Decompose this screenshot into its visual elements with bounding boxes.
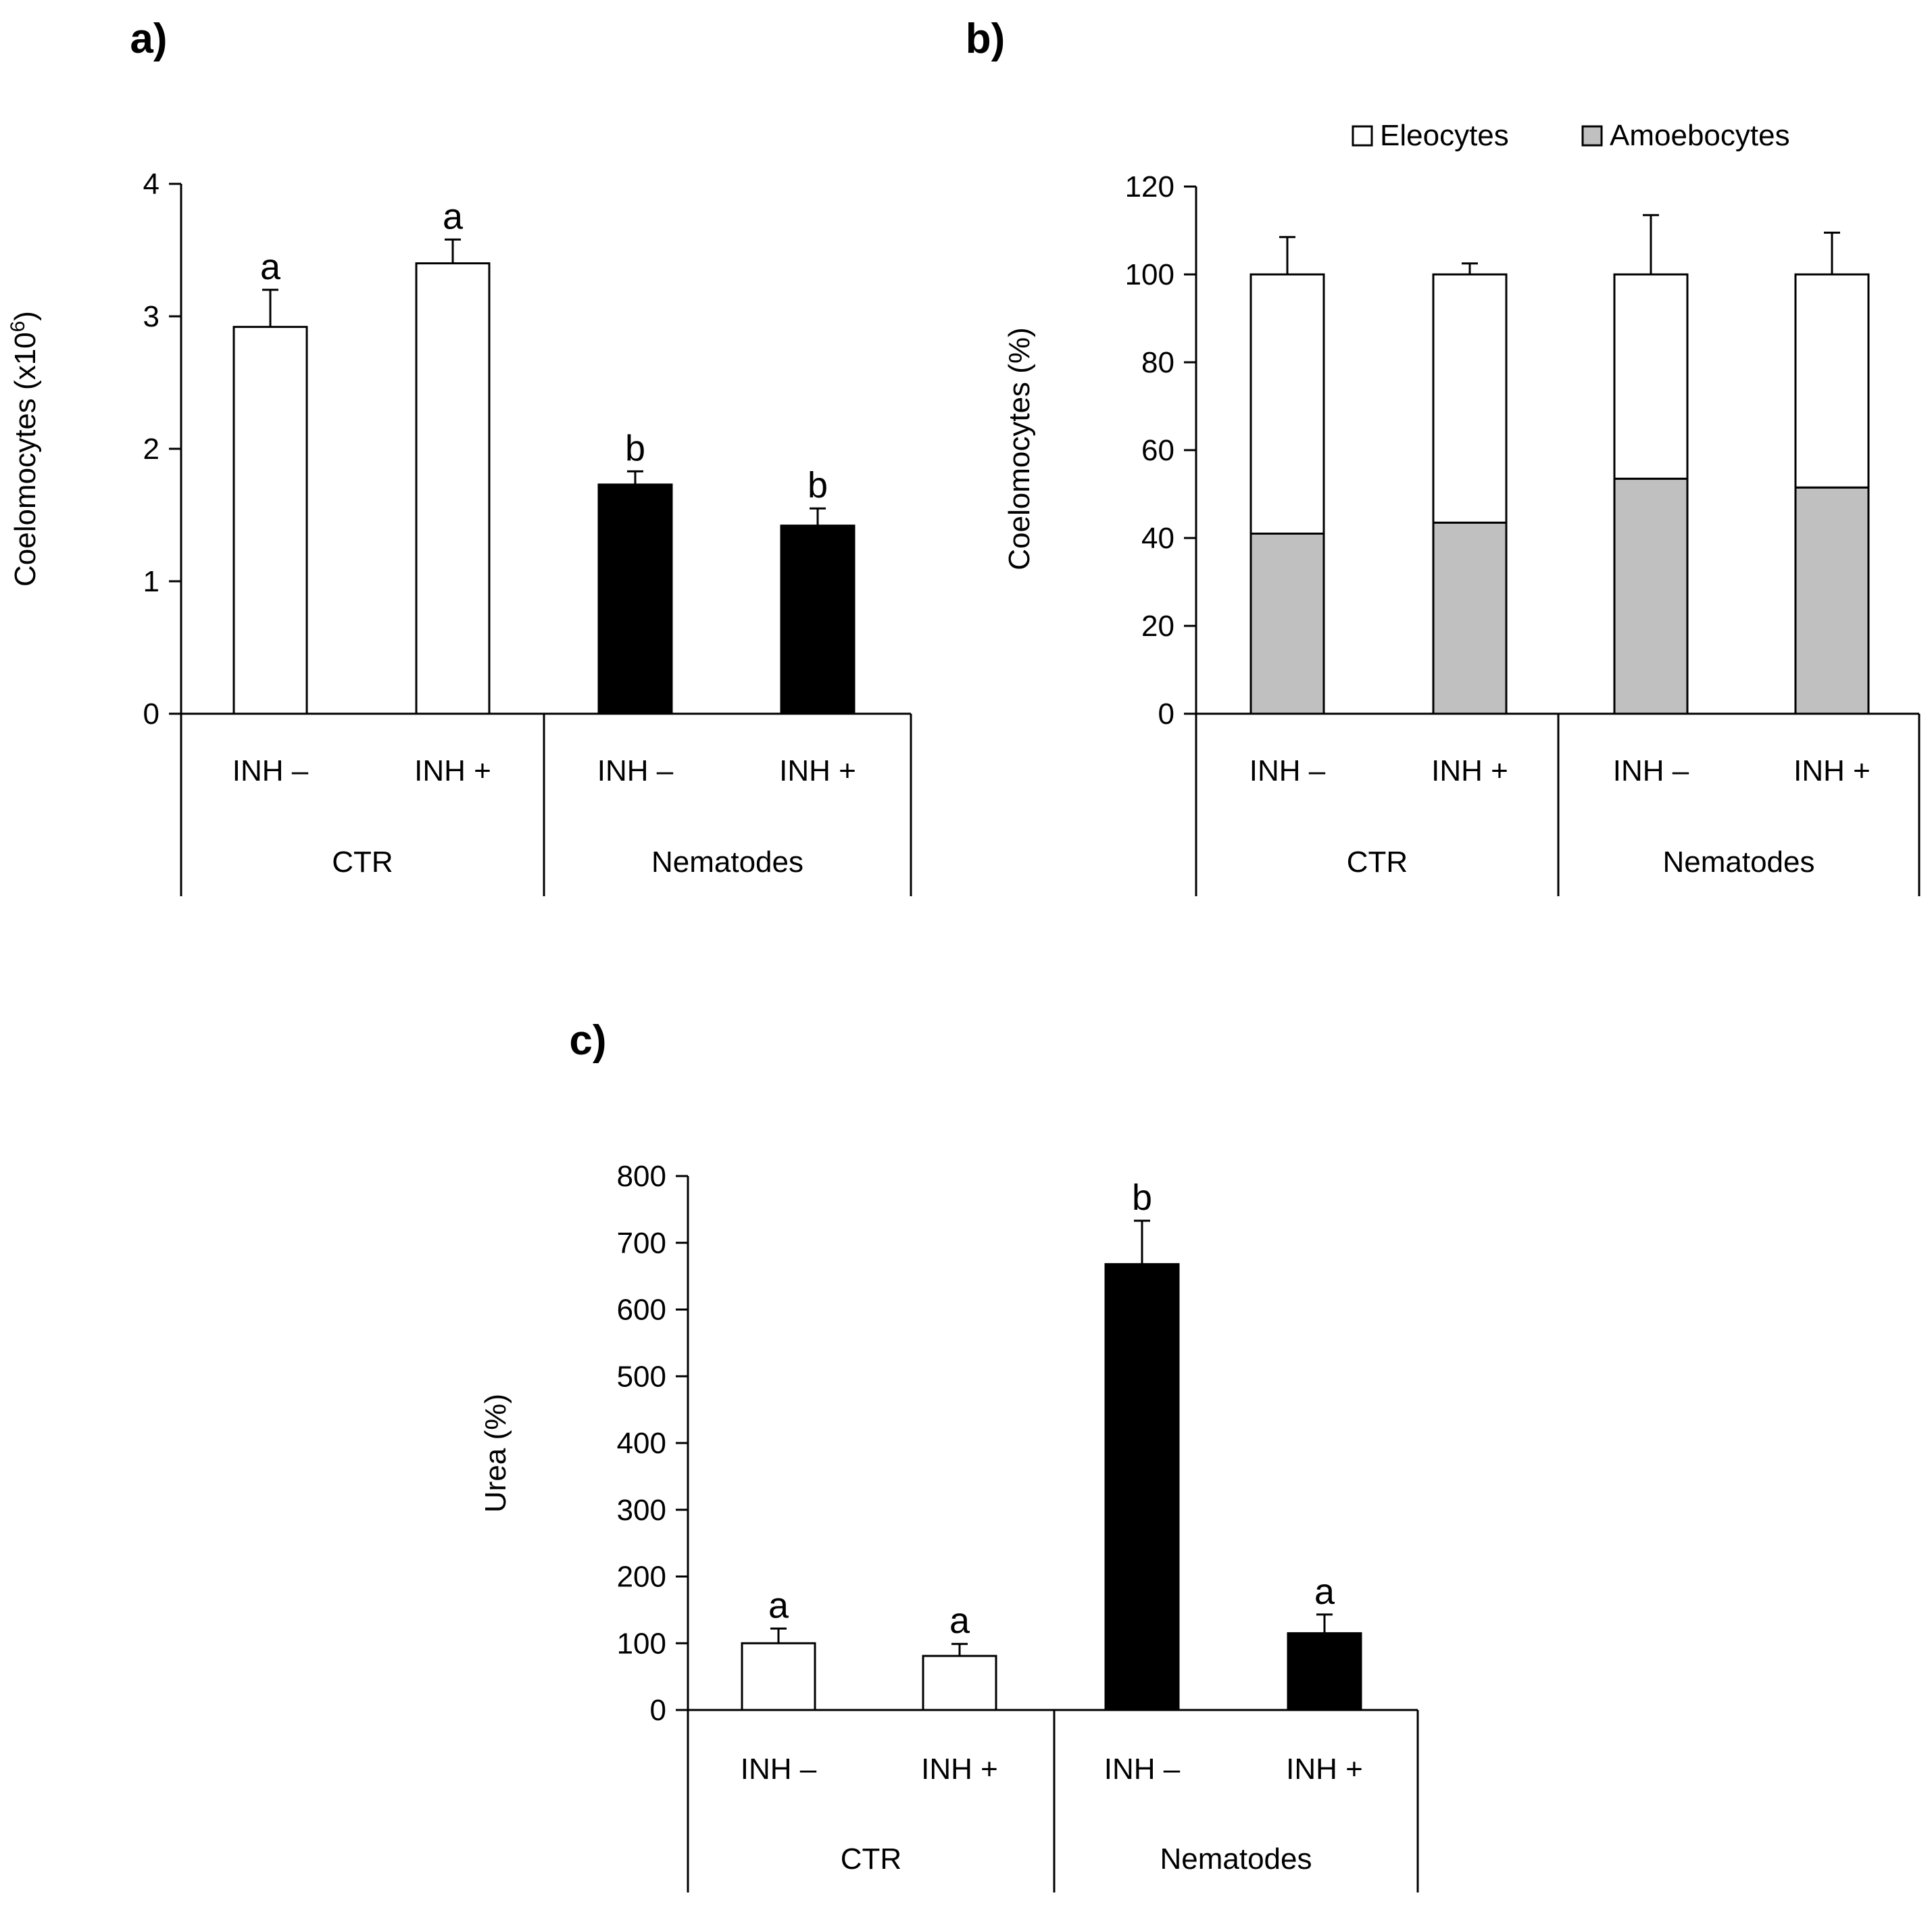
x-group-label: Nematodes [651, 846, 803, 879]
y-tick-label: 20 [1141, 610, 1174, 643]
legend-swatch-eleocytes [1352, 125, 1373, 147]
x-category-label: INH – [741, 1753, 817, 1786]
y-tick-label: 100 [617, 1627, 666, 1660]
legend: Eleocytes Amoebocytes [1352, 119, 1790, 152]
x-category-label: INH – [1104, 1753, 1181, 1786]
significance-letter: b [625, 428, 645, 468]
y-tick-label: 1 [143, 565, 159, 598]
bar [922, 1655, 997, 1711]
x-group-label: CTR [841, 1842, 901, 1876]
bar [780, 524, 856, 715]
significance-letter: a [1314, 1571, 1335, 1612]
y-axis-title: Coelomocytes (x106) [7, 311, 43, 587]
panel-label: a) [130, 16, 167, 62]
chart-panel-3: c) Urea (%) 0 100 200 300 400 500 600 700 800 a a b a I… [479, 1017, 1419, 1892]
x-category-label: INH + [1431, 754, 1508, 787]
y-tick-label: 500 [617, 1360, 666, 1393]
chart-panel-1: a) Coelomocytes (x106) 0 1 2 3 4 a a b b INH – INH +… [7, 16, 912, 896]
bar-amoebocytes [1613, 477, 1689, 715]
x-category-label: INH – [1613, 754, 1689, 787]
y-tick-label: 4 [143, 168, 159, 201]
significance-letter: b [1132, 1177, 1152, 1218]
bar-amoebocytes [1249, 533, 1325, 715]
bar [1104, 1263, 1180, 1711]
x-group-label: Nematodes [1662, 846, 1814, 879]
y-tick-label: 80 [1141, 346, 1174, 379]
y-tick-label: 700 [617, 1227, 666, 1260]
y-tick-label: 0 [650, 1694, 666, 1727]
x-category-label: INH – [1249, 754, 1326, 787]
bar-amoebocytes [1794, 486, 1870, 715]
x-category-label: INH + [414, 754, 491, 787]
legend-label-amoebocytes: Amoebocytes [1610, 119, 1790, 152]
bar-eleocytes [1613, 273, 1689, 480]
y-tick-label: 120 [1125, 170, 1174, 203]
bar-amoebocytes [1432, 521, 1508, 715]
x-group-label: CTR [1347, 846, 1408, 879]
bar [415, 262, 491, 715]
y-tick-label: 800 [617, 1160, 666, 1193]
y-tick-label: 2 [143, 433, 159, 466]
bar [741, 1642, 816, 1711]
y-axis-title: Coelomocytes (%) [1003, 327, 1036, 570]
significance-letter: a [260, 247, 281, 287]
bar [1287, 1632, 1362, 1711]
bar [232, 326, 308, 715]
y-tick-label: 300 [617, 1494, 666, 1527]
legend-swatch-amoebocytes [1581, 125, 1603, 147]
significance-letter: a [443, 196, 464, 237]
panel-label: c) [569, 1017, 606, 1064]
x-category-label: INH + [1793, 754, 1871, 787]
bar-eleocytes [1794, 273, 1870, 489]
y-axis-title: Urea (%) [479, 1394, 512, 1513]
significance-letter: a [768, 1586, 789, 1626]
panel-label: b) [966, 16, 1006, 62]
y-tick-label: 0 [143, 698, 159, 731]
y-axis-title-close: ) [9, 311, 42, 321]
bar-eleocytes [1432, 273, 1508, 524]
y-tick-label: 400 [617, 1427, 666, 1460]
x-category-label: INH + [1286, 1753, 1363, 1786]
x-group-label: CTR [332, 846, 393, 879]
y-tick-label: 60 [1141, 434, 1174, 467]
y-axis-title-superscript: 6 [7, 321, 29, 333]
legend-label-eleocytes: Eleocytes [1380, 119, 1509, 152]
significance-letter: a [949, 1600, 970, 1641]
y-tick-label: 40 [1141, 522, 1174, 555]
y-tick-label: 100 [1125, 258, 1174, 291]
bar [597, 483, 673, 715]
y-tick-label: 0 [1158, 698, 1174, 731]
x-group-label: Nematodes [1160, 1842, 1312, 1876]
significance-letter: b [808, 465, 828, 506]
chart-panel-2: b) Coelomocytes (%) 0 20 40 60 80 100 120 INH – IN… [966, 16, 1921, 896]
x-category-label: INH + [779, 754, 856, 787]
y-tick-label: 3 [143, 300, 159, 333]
y-tick-label: 200 [617, 1561, 666, 1594]
y-tick-label: 600 [617, 1294, 666, 1327]
x-category-label: INH – [597, 754, 674, 787]
bar-eleocytes [1249, 273, 1325, 535]
x-category-label: INH + [921, 1753, 998, 1786]
x-category-label: INH – [232, 754, 309, 787]
